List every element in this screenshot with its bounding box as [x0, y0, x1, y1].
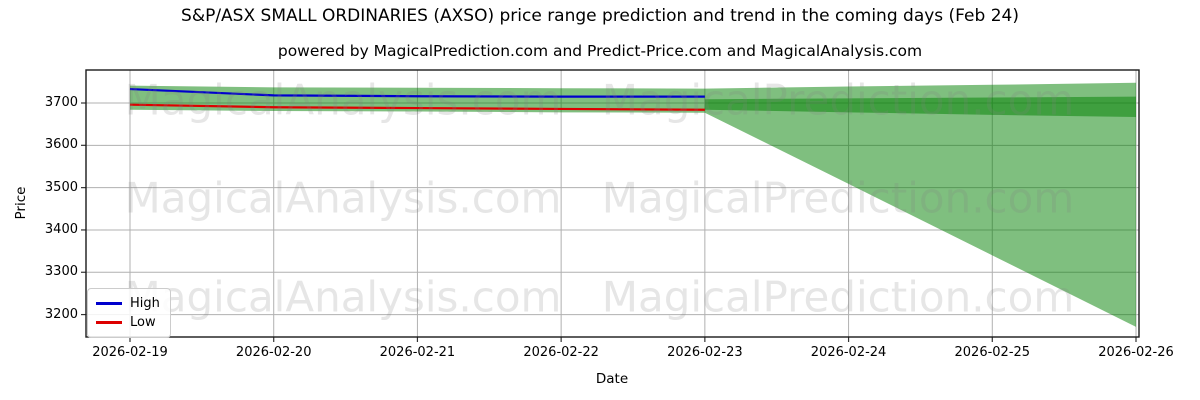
- y-tick-label: 3500: [44, 179, 78, 195]
- line-low: [129, 103, 705, 111]
- x-tick-label: 2026-02-19: [92, 345, 168, 360]
- legend-swatch-high-icon: [96, 302, 122, 305]
- chart-subtitle: powered by MagicalPrediction.com and Pre…: [277, 42, 923, 60]
- x-axis-label: Date: [595, 371, 629, 387]
- y-tick-label: 3400: [44, 221, 78, 237]
- y-tick-label: 3600: [44, 137, 78, 153]
- line-high: [129, 87, 705, 98]
- legend-item-low: Low: [96, 313, 162, 332]
- y-axis-label: Price: [13, 186, 29, 220]
- x-tick-label: 2026-02-25: [954, 345, 1031, 360]
- x-tick-label: 2026-02-21: [379, 345, 456, 360]
- legend-label-low: Low: [130, 315, 156, 330]
- x-tick-label: 2026-02-23: [667, 345, 743, 360]
- x-tick-label: 2026-02-24: [810, 345, 887, 360]
- x-tick-label: 2026-02-22: [523, 345, 599, 360]
- chart-title: S&P/ASX SMALL ORDINARIES (AXSO) price ra…: [181, 6, 1019, 26]
- legend: High Low: [87, 288, 171, 338]
- x-tick-label: 2026-02-26: [1098, 345, 1174, 360]
- y-tick-label: 3300: [44, 264, 78, 280]
- prediction-inner-band: [704, 96, 1136, 117]
- y-tick-label: 3700: [44, 95, 78, 110]
- prediction-fan-band: [130, 82, 1136, 327]
- plot-border: [85, 69, 1140, 338]
- legend-item-high: High: [96, 294, 162, 313]
- y-tick-label: 3200: [44, 306, 78, 322]
- legend-swatch-low-icon: [96, 321, 122, 324]
- legend-label-high: High: [130, 296, 160, 311]
- x-tick-label: 2026-02-20: [235, 345, 312, 360]
